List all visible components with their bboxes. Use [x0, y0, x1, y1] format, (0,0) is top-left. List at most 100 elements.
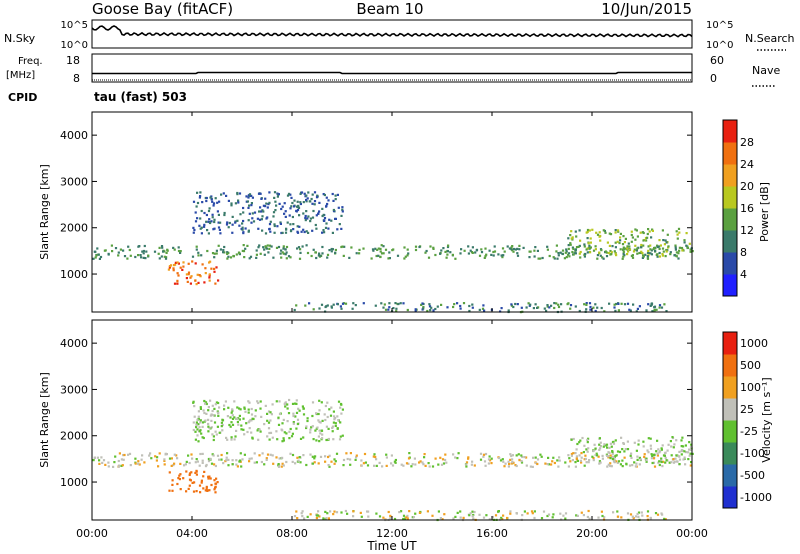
scatter-cell [313, 203, 316, 206]
scatter-cell [637, 443, 640, 446]
scatter-cell [634, 515, 638, 518]
scatter-cell [197, 415, 200, 418]
scatter-cell [635, 310, 638, 313]
scatter-cell [223, 404, 226, 407]
scatter-cell [171, 483, 174, 486]
scatter-cell [400, 463, 403, 466]
scatter-cell [586, 237, 589, 240]
scatter-cell [603, 310, 606, 313]
scatter-cell [325, 196, 328, 199]
scatter-cell [665, 241, 668, 244]
scatter-cell [195, 473, 198, 476]
scatter-cell [207, 477, 210, 480]
scatter-cell [188, 473, 191, 476]
scatter-cell [96, 456, 99, 459]
scatter-cell [568, 457, 571, 460]
scatter-cell [675, 230, 678, 233]
scatter-cell [120, 458, 123, 461]
scatter-cell [578, 309, 581, 313]
colorbar-tick-label: 8 [740, 246, 747, 259]
scatter-cell [685, 232, 688, 235]
scatter-cell [414, 245, 418, 248]
scatter-cell [315, 516, 318, 520]
scatter-cell [148, 454, 151, 457]
colorbar-tick-label: 100 [740, 381, 761, 394]
scatter-cell [585, 448, 588, 451]
scatter-cell [199, 491, 202, 494]
scatter-cell [457, 452, 460, 455]
colorbar-segment [723, 230, 737, 253]
scatter-cell [241, 222, 244, 225]
scatter-cell [658, 247, 661, 250]
scatter-cell [444, 453, 447, 456]
scatter-cell [647, 451, 650, 454]
scatter-cell [650, 303, 653, 307]
scatter-cell [173, 462, 176, 465]
scatter-cell [434, 307, 437, 311]
colorbar-tick-label: 4 [740, 268, 747, 281]
scatter-cell [194, 471, 197, 474]
colorbar-segment [723, 376, 737, 399]
scatter-cell [689, 250, 692, 253]
scatter-cell [277, 416, 280, 419]
scatter-cell [602, 257, 605, 260]
scatter-cell [547, 456, 550, 459]
scatter-cell [332, 513, 335, 516]
scatter-cell [279, 221, 282, 224]
colorbar-segment [723, 186, 737, 209]
scatter-cell [177, 262, 180, 265]
scatter-cell [439, 456, 442, 459]
y-tick-label: 4000 [60, 337, 88, 350]
scatter-cell [601, 454, 604, 457]
scatter-cell [301, 245, 304, 248]
scatter-cell [624, 237, 627, 240]
scatter-cell [298, 225, 301, 228]
scatter-cell [596, 233, 600, 236]
scatter-cell [189, 479, 192, 482]
scatter-cell [192, 428, 195, 432]
scatter-cell [440, 249, 443, 252]
scatter-cell [272, 256, 275, 259]
scatter-cell [226, 257, 229, 260]
scatter-cell [453, 303, 456, 306]
scatter-cell [658, 460, 661, 463]
scatter-cell [202, 487, 205, 490]
scatter-cell [280, 249, 283, 252]
scatter-cell [248, 457, 251, 460]
scatter-cell [216, 410, 219, 413]
scatter-cell [444, 250, 447, 253]
scatter-cell [662, 250, 665, 253]
scatter-cell [543, 307, 546, 310]
scatter-cell [208, 279, 211, 282]
scatter-cell [209, 477, 212, 480]
scatter-cell [283, 431, 286, 434]
scatter-cell [363, 452, 367, 456]
scatter-cell [200, 481, 203, 484]
scatter-cell [209, 221, 212, 225]
scatter-cell [322, 193, 325, 196]
scatter-cell [207, 475, 210, 478]
scatter-cell [626, 448, 630, 451]
scatter-cell [666, 449, 669, 452]
scatter-cell [204, 402, 207, 405]
scatter-cell [296, 247, 299, 250]
scatter-cell [613, 303, 616, 306]
scatter-cell [309, 431, 312, 434]
scatter-cell [605, 251, 608, 254]
scatter-cell [166, 248, 169, 251]
scatter-cell [556, 459, 559, 462]
scatter-cell [290, 205, 293, 208]
scatter-cell [598, 251, 601, 254]
scatter-cell [195, 248, 198, 251]
scatter-cell [239, 460, 242, 463]
scatter-cell [367, 515, 370, 518]
freq-label: Freq. [18, 56, 43, 67]
scatter-cell [328, 218, 331, 221]
scatter-cell [518, 248, 521, 251]
scatter-cell [284, 248, 287, 251]
scatter-cell [97, 253, 100, 256]
scatter-cell [312, 438, 315, 441]
scatter-cell [281, 440, 284, 443]
scatter-cell [222, 251, 225, 254]
scatter-cell [268, 223, 272, 226]
